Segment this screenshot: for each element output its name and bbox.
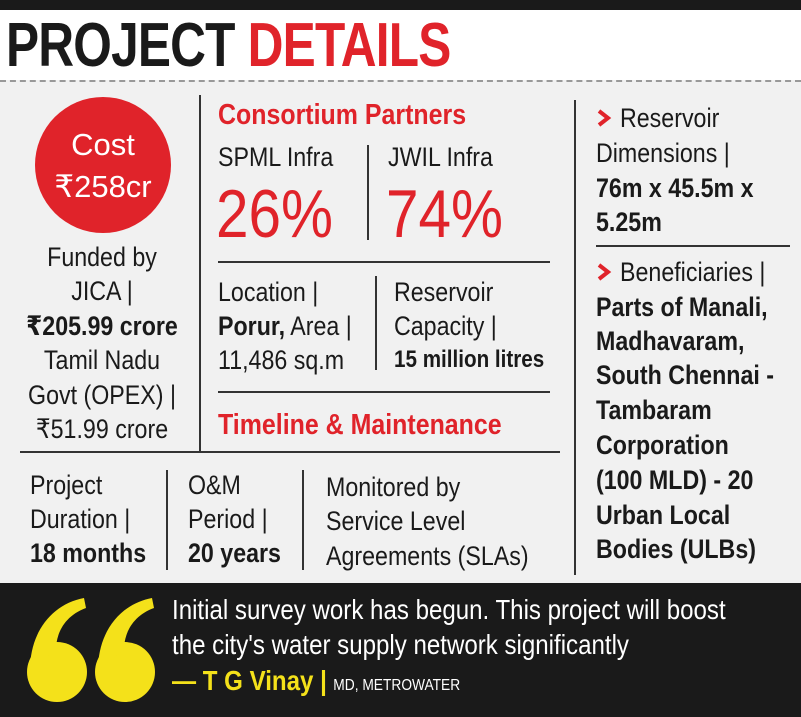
divider xyxy=(375,276,377,370)
duration-line: Duration | xyxy=(30,504,131,534)
om-line: O&M xyxy=(188,470,241,500)
duration-line: Project xyxy=(30,470,103,500)
quote-author: — T G Vinay | xyxy=(172,665,327,696)
divider xyxy=(574,100,576,575)
cost-label: Cost xyxy=(71,127,135,162)
location-line: 11,486 sq.m xyxy=(218,345,345,375)
chevron xyxy=(597,263,612,281)
beneficiaries-value: (100 MLD) - 20 xyxy=(596,465,754,495)
beneficiaries-value: Corporation xyxy=(596,430,729,460)
divider xyxy=(596,245,790,247)
divider xyxy=(218,261,550,263)
funding-line: ₹51.99 crore xyxy=(35,414,169,445)
cost-amount: ₹258cr xyxy=(54,169,152,204)
beneficiaries-value: South Chennai - xyxy=(596,360,775,390)
location-text: Area | xyxy=(290,311,352,341)
monitoring-line: Agreements (SLAs) xyxy=(326,541,529,571)
beneficiaries-value: Bodies (ULBs) xyxy=(596,534,756,564)
divider xyxy=(302,470,304,570)
capacity-line: Capacity | xyxy=(394,311,497,341)
beneficiaries-value: Madhavaram, xyxy=(596,326,745,356)
beneficiaries-value: Tambaram xyxy=(596,395,712,425)
quote-line: Initial survey work has begun. This proj… xyxy=(172,594,726,625)
funding-line: JICA | xyxy=(71,276,133,307)
beneficiaries-value: Parts of Manali, xyxy=(596,292,768,322)
divider xyxy=(199,95,201,453)
dimensions-value: 5.25m xyxy=(596,207,662,237)
divider xyxy=(20,451,560,453)
title-black: PROJECT xyxy=(6,11,235,80)
partner-name: JWIL Infra xyxy=(388,142,493,172)
duration-value: 18 months xyxy=(30,538,147,568)
quote-attribution: — T G Vinay | MD, METROWATER xyxy=(172,666,460,701)
dimensions-value: 76m x 45.5m x xyxy=(596,173,754,203)
title: PROJECT DETAILS xyxy=(6,14,451,78)
funding-line: Funded by xyxy=(47,242,157,272)
section-heading: Timeline & Maintenance xyxy=(218,409,502,441)
dimensions-line: Reservoir xyxy=(620,103,720,133)
divider xyxy=(367,145,369,240)
funding-line: ₹205.99 crore xyxy=(26,310,178,341)
beneficiaries-value: Urban Local xyxy=(596,500,731,530)
capacity-line: Reservoir xyxy=(394,277,494,307)
dimensions-line: Dimensions | xyxy=(596,138,730,168)
om-line: Period | xyxy=(188,504,268,534)
divider xyxy=(166,470,168,570)
partner-share: 74% xyxy=(386,176,504,252)
monitoring-line: Monitored by xyxy=(326,472,461,502)
funding-line: Govt (OPEX) | xyxy=(28,379,176,410)
funding: Funded by JICA | ₹205.99 crore Tamil Nad… xyxy=(14,240,189,446)
monitoring-line: Service Level xyxy=(326,506,466,536)
location-line: Porur, Area | xyxy=(218,311,352,341)
partner-name: SPML Infra xyxy=(218,142,334,172)
quote-mark xyxy=(27,598,155,702)
capacity-value: 15 million litres xyxy=(394,346,545,373)
divider xyxy=(218,391,550,393)
quote-role: MD, METROWATER xyxy=(333,677,461,694)
location-name: Porur, xyxy=(218,311,286,341)
title-red: DETAILS xyxy=(247,11,452,80)
section-heading: Consortium Partners xyxy=(218,99,467,131)
location-line: Location | xyxy=(218,277,319,307)
funding-line: Tamil Nadu xyxy=(43,345,161,376)
top-bar xyxy=(0,0,801,10)
beneficiaries-label: Beneficiaries | xyxy=(620,257,766,287)
chevron xyxy=(597,109,612,127)
partner-share: 26% xyxy=(216,176,334,252)
om-value: 20 years xyxy=(188,538,281,568)
cost-circle xyxy=(35,97,171,233)
quote-line: the city's water supply network signific… xyxy=(172,629,629,660)
